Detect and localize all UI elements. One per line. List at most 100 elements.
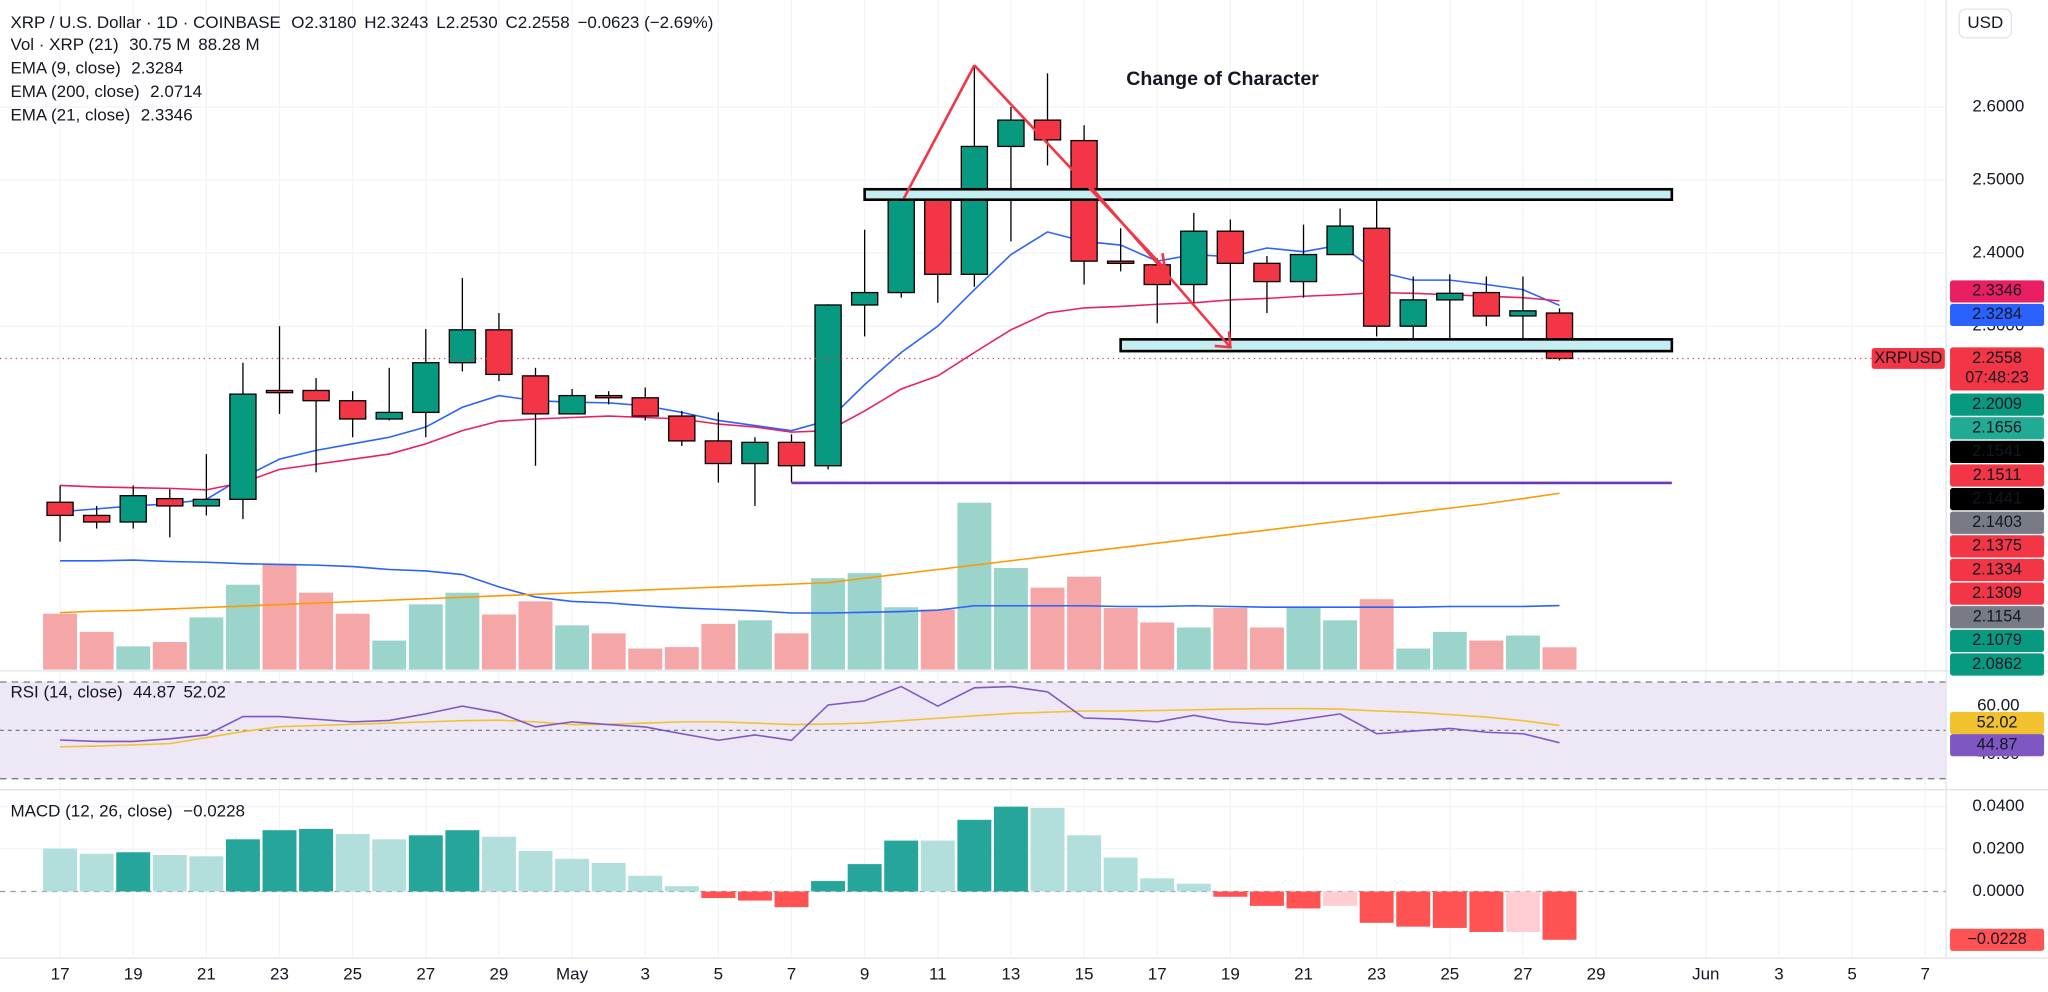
rsi-line [60,685,1560,744]
volume-bar [847,573,882,670]
legend-text: 30.75 M [129,35,190,54]
candle-body [777,441,806,467]
candle-body [631,397,659,417]
candle-body [192,498,221,507]
volume-bar [774,633,809,670]
price-tag-bg [1950,606,2045,629]
price-tag: 2.1656 [1972,419,2022,437]
macd-bar [1542,891,1577,940]
price-tag: 2.1375 [1972,537,2022,555]
resistance-zone [863,187,1674,202]
volume-bar [993,568,1028,670]
candle-body [82,514,111,523]
candle-body [1253,262,1281,283]
macd-bar [481,836,516,892]
macd-bar [1359,891,1394,923]
candle-body [375,411,403,420]
volume-bar [1249,627,1284,670]
volume-bar [79,631,114,670]
x-tick-label: 23 [1367,965,1386,984]
volume-bar [1432,631,1467,670]
legend-text: 52.02 [183,683,225,702]
volume-bar [481,614,516,670]
macd-bar [1030,807,1065,892]
candle-body [1106,260,1135,264]
price-tag: 2.1403 [1972,513,2022,531]
price-tag: 2.1309 [1972,584,2022,602]
macd-bar [1176,883,1211,892]
volume-bar [408,604,443,670]
legend-text: O [291,13,304,32]
legend-text: 2.0714 [150,82,202,101]
legend-text: EMA (200, close) [10,82,139,101]
volume-bar [957,502,992,670]
x-tick-label: 21 [197,965,216,984]
candle-body [850,291,879,306]
legend-text: 2.3243 [377,13,429,32]
volume-bar [664,647,699,670]
macd-bar [1103,857,1138,892]
candle-body [960,145,989,275]
candle-body [741,441,769,465]
volume-bar [701,623,736,670]
macd-bar [847,864,882,892]
last-price-tag-bg [1950,347,2045,391]
macd-bar [737,891,772,901]
legend-text: 2.2530 [446,13,498,32]
ema-line [60,492,1560,614]
candle-body [1509,310,1537,317]
last-price-tag-bg [1871,348,1945,369]
candle-body [485,329,513,376]
last-price: 2.2558 [1972,349,2022,367]
volume-bar [299,592,334,670]
y-tick-label: 0.0200 [1972,839,2024,858]
rsi-tag: 44.87 [1977,736,2018,754]
macd-bar [701,891,736,899]
candle-body [924,197,952,275]
volume-bar [1176,627,1211,670]
price-tag-bg [1950,582,2045,605]
legend-text: RSI (14, close) [10,683,122,702]
x-tick-label: 15 [1075,965,1094,984]
volume-bar [920,609,955,670]
candle-body [1216,230,1245,264]
countdown: 07:48:23 [1965,368,2029,386]
candle-body [704,440,733,465]
x-tick-label: 19 [1221,965,1240,984]
rsi-tag-bg [1950,734,2045,757]
volume-bar [1469,640,1504,670]
legend-text: EMA (9, close) [10,59,120,78]
legend-text: Vol · XRP (21) [10,35,118,54]
ema-tag-bg [1950,303,2045,327]
volume-bar [372,640,407,670]
x-tick-label: 29 [1587,965,1606,984]
macd-bar [591,862,626,892]
y-tick-label: 0.0000 [1972,881,2024,900]
macd-bar [555,858,590,892]
price-tag: 2.0862 [1972,655,2022,673]
volume-bar [1103,607,1138,670]
symbol-tag: XRPUSD [1874,349,1942,367]
x-tick-label: 17 [51,965,70,984]
x-tick-label: 13 [1001,965,1020,984]
volume-bar [884,607,919,670]
macd-bar [1249,891,1284,906]
volume-bar [1030,587,1065,670]
rsi-tag-bg [1950,711,2045,735]
candle-body [1362,227,1391,327]
x-tick-label: May [556,965,589,984]
macd-bar [1286,891,1321,909]
volume-bar [116,646,151,670]
price-tag: 2.1154 [1973,608,2022,626]
x-tick-label: 17 [1148,965,1167,984]
legend-text: L [436,13,445,32]
volume-bar [152,642,187,670]
macd-bar [774,891,809,908]
macd-bar [372,839,407,892]
macd-tag: −0.0228 [1967,930,2026,948]
volume-bar [1396,648,1431,670]
currency-box[interactable] [1958,8,2013,39]
candle-body [302,389,330,402]
